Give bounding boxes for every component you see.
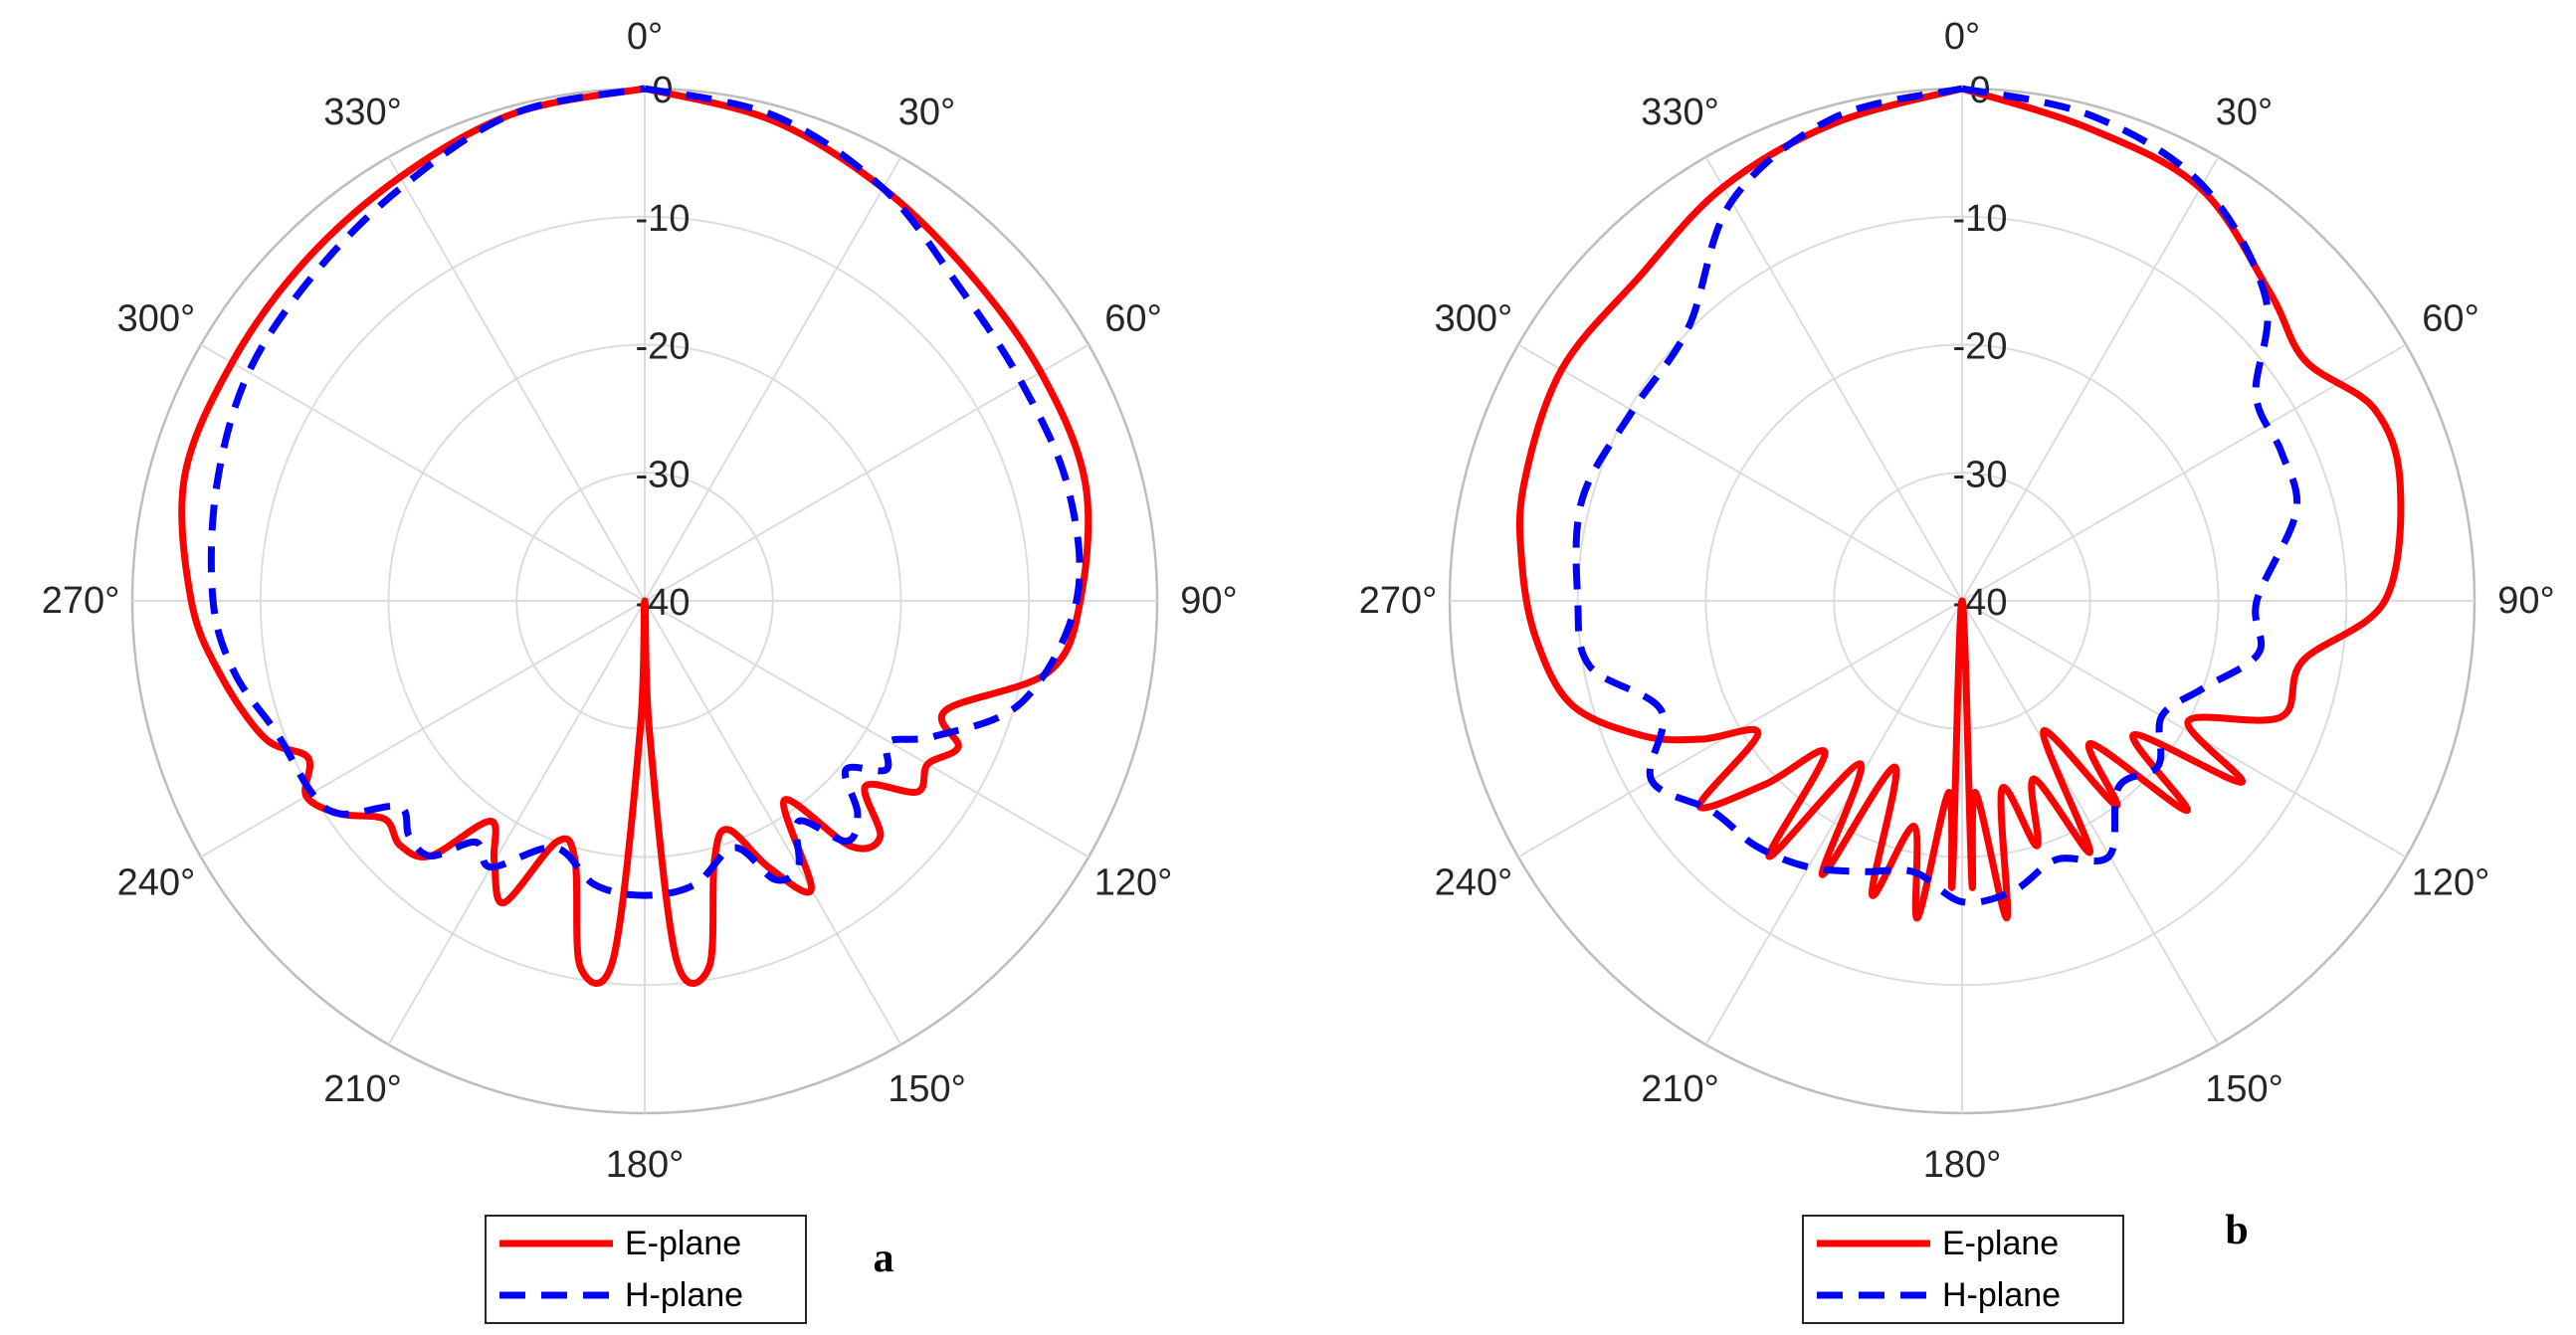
angle-tick-label: 330° (1641, 92, 1719, 133)
legend: E-plane H-plane (1802, 1215, 2124, 1324)
grid-spoke (1517, 343, 1963, 602)
panel-label: a (874, 1236, 894, 1281)
grid-spoke (644, 343, 1090, 602)
angle-tick-label: 90° (2497, 580, 2554, 622)
grid-spoke (387, 600, 646, 1046)
angle-tick-label: 0° (1944, 16, 1980, 58)
radial-tick-label: -10 (636, 198, 691, 240)
angle-tick-label: 150° (888, 1068, 966, 1110)
angle-tick-label: 180° (606, 1144, 685, 1186)
series-line-h-plane (1572, 85, 2301, 906)
radial-tick-label: -10 (1953, 198, 2008, 240)
grid-spoke (644, 600, 902, 1046)
grid-spoke (200, 343, 646, 602)
angle-tick-label: 240° (1435, 862, 1513, 904)
panel-label: b (2225, 1208, 2248, 1253)
angle-tick-label: 90° (1180, 580, 1237, 622)
grid-spoke (1961, 600, 2220, 1046)
angle-tick-label: 150° (2205, 1068, 2283, 1110)
angle-tick-label: 30° (2216, 92, 2273, 133)
angle-tick-label: 0° (627, 16, 663, 58)
polar-chart-a: 0° 30° 60° 90° 120° 150° 180° 210° 240° 270° 300° 3… (42, 16, 1238, 1324)
angle-tick-label: 270° (42, 580, 120, 622)
legend-box (485, 1215, 807, 1324)
grid-spoke (644, 600, 1090, 858)
series-line-e-plane (1515, 85, 2405, 922)
grid-spoke (1961, 343, 2407, 602)
grid-spoke (200, 600, 646, 858)
angle-tick-label: 60° (1104, 298, 1161, 340)
legend-entry: E-plane (1942, 1225, 2059, 1262)
angle-tick-label: 120° (2412, 862, 2490, 904)
radial-tick-label: -30 (636, 454, 691, 495)
legend-box (1802, 1215, 2124, 1324)
grid-spoke (1961, 600, 2407, 858)
series-line-h-plane (207, 85, 1084, 899)
angle-tick-label: 240° (117, 862, 196, 904)
angle-tick-label: 60° (2422, 298, 2478, 340)
angle-tick-label: 330° (323, 92, 402, 133)
angle-tick-label: 120° (1094, 862, 1173, 904)
radial-tick-label: -20 (1953, 326, 2008, 368)
angle-tick-label: 180° (1923, 1144, 2002, 1186)
polar-chart-b: 0° 30° 60° 90° 120° 150° 180° 210° 240° 270° 300° 3… (1359, 16, 2555, 1324)
series-line-e-plane (178, 85, 1092, 987)
grid-spoke (1961, 156, 2220, 602)
legend-entry: H-plane (625, 1276, 743, 1314)
angle-tick-label: 210° (323, 1068, 402, 1110)
legend-entry: E-plane (625, 1225, 741, 1262)
angle-tick-label: 270° (1359, 580, 1438, 622)
grid-spoke (644, 156, 902, 602)
radial-tick-label: -20 (636, 326, 691, 368)
grid-spoke (1704, 156, 1963, 602)
legend-entry: H-plane (1942, 1276, 2061, 1314)
angle-tick-label: 300° (117, 298, 196, 340)
angle-tick-label: 30° (898, 92, 955, 133)
angle-tick-label: 210° (1641, 1068, 1719, 1110)
radial-tick-label: -30 (1953, 454, 2008, 495)
legend: E-plane H-plane (485, 1215, 807, 1324)
angle-tick-label: 300° (1435, 298, 1513, 340)
grid-spoke (387, 156, 646, 602)
grid-spoke (1704, 600, 1963, 1046)
